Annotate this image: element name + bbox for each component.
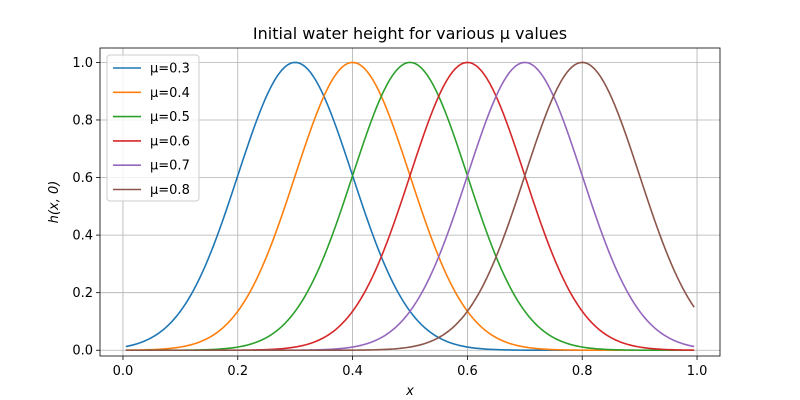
x-tick-label: 0.6	[457, 364, 478, 379]
x-tick-label: 0.8	[572, 364, 593, 379]
x-tick-label: 0.2	[227, 364, 248, 379]
legend-label: μ=0.5	[150, 110, 190, 125]
plot-frame	[99, 47, 721, 357]
plot-lines	[125, 61, 695, 352]
legend-label: μ=0.8	[150, 183, 190, 198]
y-tick-label: 1.0	[72, 56, 93, 71]
legend-label: μ=0.3	[150, 62, 190, 77]
y-tick-label: 0.2	[72, 286, 93, 301]
chart-title: Initial water height for various μ value…	[253, 24, 567, 43]
y-tick-label: 0.8	[72, 113, 93, 128]
legend-label: μ=0.7	[150, 159, 190, 174]
legend-label: μ=0.6	[150, 134, 190, 149]
x-tick-label: 0.0	[113, 364, 134, 379]
y-tick-label: 0.6	[72, 171, 93, 186]
y-tick-label: 0.4	[72, 229, 93, 244]
y-tick-label: 0.0	[72, 344, 93, 359]
x-axis-label: x	[405, 384, 414, 399]
y-axis-label: h(x, 0)	[47, 181, 62, 224]
x-tick-label: 1.0	[687, 364, 708, 379]
legend-label: μ=0.4	[150, 86, 190, 101]
axis-ticks: 0.0 0.2 0.4 0.6 0.8 1.0 0.0 0.2 0.4 0.6 0.8 1.0	[72, 56, 707, 379]
legend-box	[106, 54, 200, 202]
series-line-mu-0-8	[125, 61, 695, 352]
legend: μ=0.3 μ=0.4 μ=0.5 μ=0.6 μ=0.7 μ=0.8	[106, 54, 200, 202]
x-tick-label: 0.4	[342, 364, 363, 379]
series-line-mu-0-5	[125, 61, 695, 352]
